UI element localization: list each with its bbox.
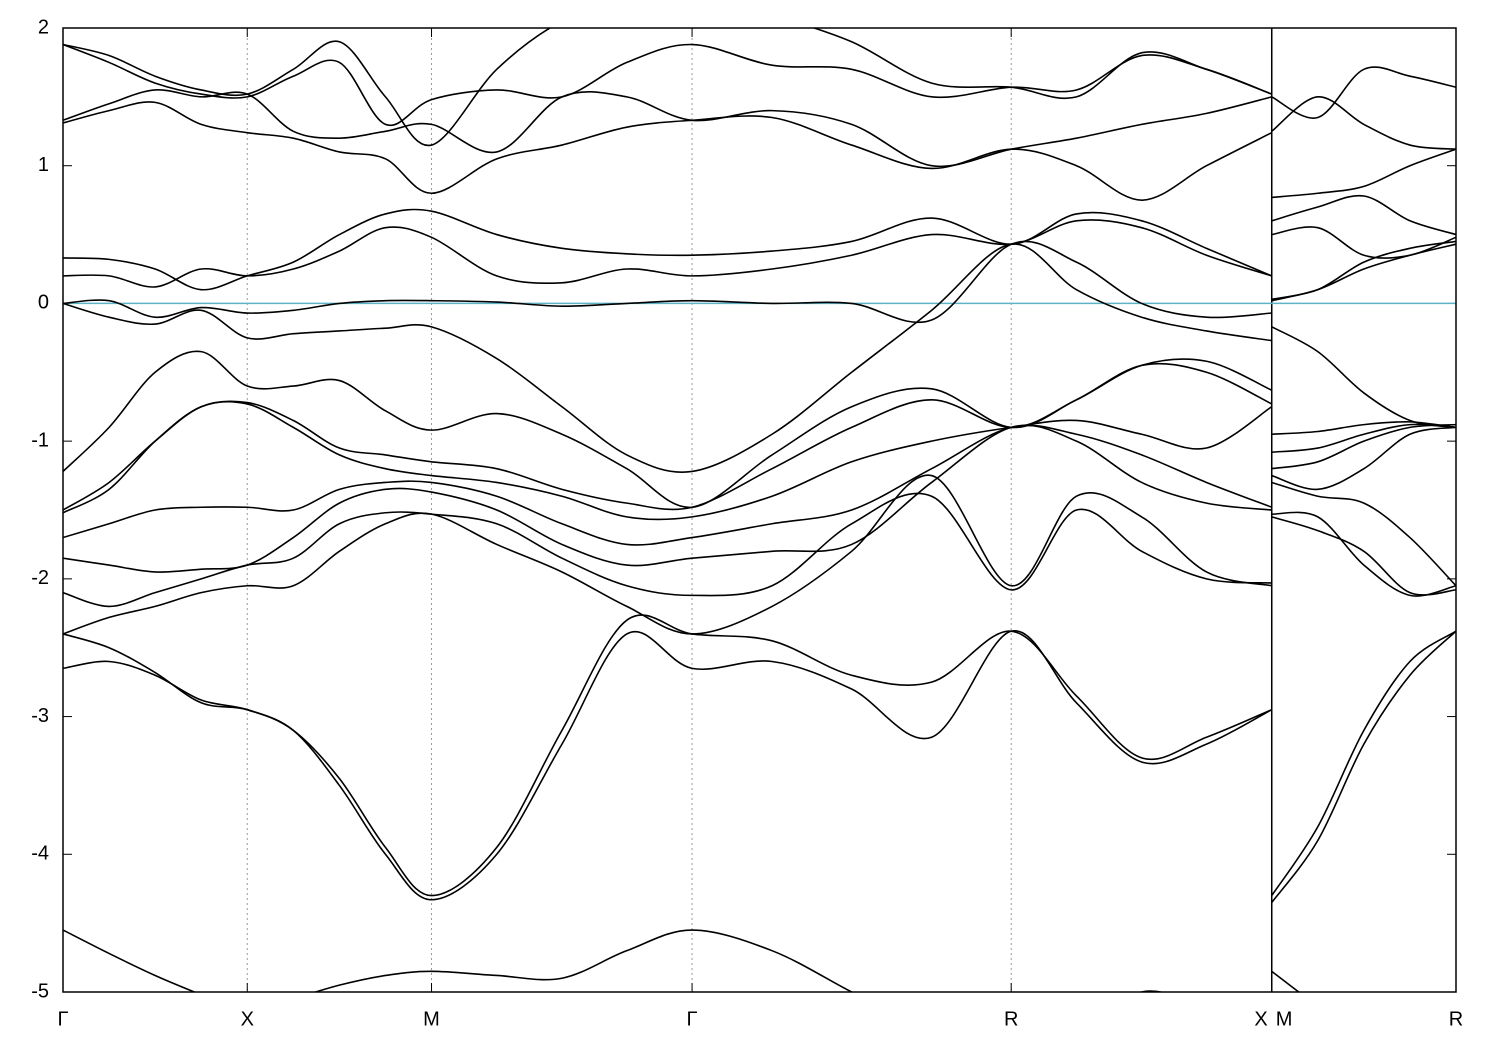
- x-tick-label: X: [241, 1008, 254, 1030]
- x-tick-label: M: [1276, 1008, 1293, 1030]
- band: [63, 400, 1456, 521]
- band: [63, 630, 1456, 903]
- y-tick-label: -3: [31, 705, 49, 727]
- band: [63, 424, 1456, 587]
- band: [63, 240, 1456, 324]
- band: [63, 89, 1456, 199]
- x-tick-label: M: [423, 1008, 440, 1030]
- band: [63, 43, 1456, 150]
- band: [63, 929, 1301, 992]
- band: [63, 474, 1456, 635]
- bands: [63, 28, 1456, 992]
- plot-frame: [62, 27, 1457, 993]
- band: [63, 424, 1456, 546]
- x-tick-label: Γ: [57, 1008, 68, 1030]
- band: [63, 219, 1456, 301]
- x-tick-label: X: [1254, 1008, 1267, 1030]
- y-tick-label: 1: [38, 154, 49, 176]
- band: [63, 614, 1456, 897]
- band: [63, 350, 1456, 509]
- band: [63, 28, 1456, 146]
- y-tick-label: 0: [38, 292, 49, 314]
- band: [63, 208, 1456, 291]
- y-tick-label: -1: [31, 429, 49, 451]
- y-tick-label: -5: [31, 980, 49, 1002]
- x-tick-label: Γ: [687, 1008, 698, 1030]
- y-tick-label: -2: [31, 567, 49, 589]
- y-tick-label: 2: [38, 16, 49, 38]
- band: [63, 101, 1456, 236]
- x-tick-label: R: [1449, 1008, 1463, 1030]
- band: [63, 362, 1456, 511]
- x-tick-label: R: [1004, 1008, 1018, 1030]
- y-tick-label: -4: [31, 843, 49, 865]
- band: [63, 243, 1456, 473]
